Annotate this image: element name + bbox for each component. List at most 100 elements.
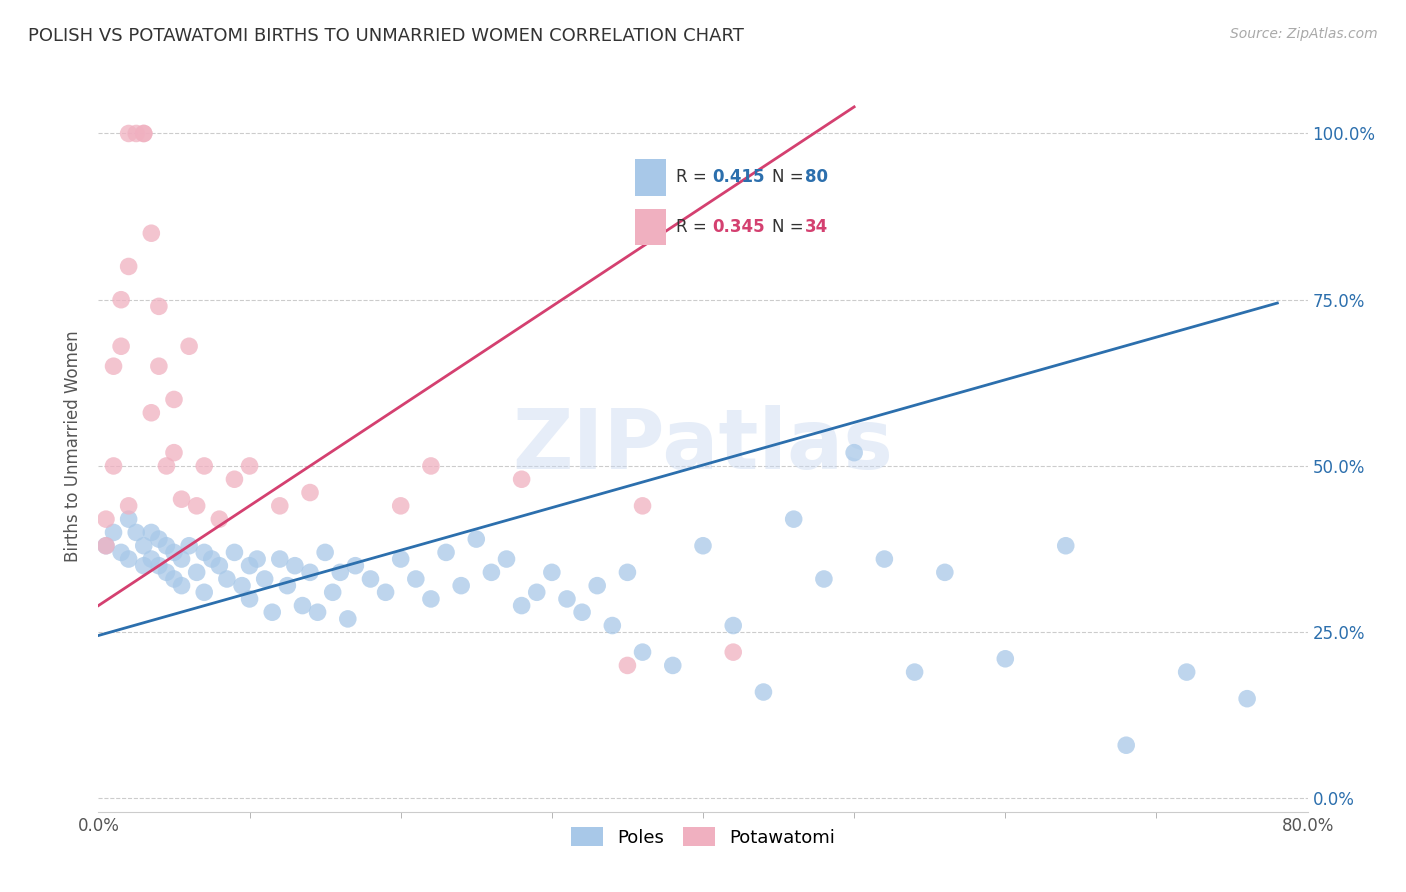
Text: 0.415: 0.415 <box>711 169 765 186</box>
Point <box>1054 539 1077 553</box>
Point <box>118 499 141 513</box>
Text: ZIPatlas: ZIPatlas <box>513 406 893 486</box>
Point <box>141 226 163 240</box>
Point <box>193 545 215 559</box>
Point <box>239 458 262 473</box>
Point <box>934 566 956 580</box>
Point <box>1175 665 1198 679</box>
Point <box>231 579 253 593</box>
Point <box>163 445 186 459</box>
Point <box>118 260 141 274</box>
Point <box>179 339 201 353</box>
Bar <box>636 160 666 195</box>
Point <box>450 579 472 593</box>
Bar <box>636 209 666 245</box>
Point <box>602 618 624 632</box>
Point <box>103 525 125 540</box>
Point <box>170 492 193 507</box>
Point <box>239 558 262 573</box>
Point <box>155 539 177 553</box>
Point <box>329 566 352 580</box>
Point <box>110 545 132 559</box>
Point <box>510 599 533 613</box>
Point <box>284 558 307 573</box>
Point <box>813 572 835 586</box>
Point <box>844 445 866 459</box>
Point <box>163 392 186 407</box>
Point <box>224 472 246 486</box>
Point <box>481 566 503 580</box>
Text: N =: N = <box>772 218 808 235</box>
Point <box>783 512 806 526</box>
Point <box>193 458 215 473</box>
Point <box>571 605 593 619</box>
Point <box>132 558 155 573</box>
Y-axis label: Births to Unmarried Women: Births to Unmarried Women <box>65 330 83 562</box>
Point <box>94 539 117 553</box>
Point <box>631 645 654 659</box>
Point <box>322 585 344 599</box>
Point <box>208 512 231 526</box>
Legend: Poles, Potawatomi: Poles, Potawatomi <box>564 820 842 854</box>
Point <box>125 525 148 540</box>
Point <box>994 652 1017 666</box>
Point <box>360 572 382 586</box>
Text: 0.345: 0.345 <box>711 218 765 235</box>
Point <box>526 585 548 599</box>
Point <box>148 532 170 546</box>
Point <box>540 566 562 580</box>
Point <box>215 572 238 586</box>
Point <box>631 499 654 513</box>
Point <box>420 591 443 606</box>
Point <box>405 572 427 586</box>
Point <box>132 127 155 141</box>
Text: 80: 80 <box>806 169 828 186</box>
Point <box>170 552 193 566</box>
Point <box>94 539 117 553</box>
Point <box>103 359 125 374</box>
Point <box>141 525 163 540</box>
Point <box>103 458 125 473</box>
Point <box>314 545 336 559</box>
Point <box>94 512 117 526</box>
Point <box>299 566 322 580</box>
Point <box>661 658 683 673</box>
Point <box>125 127 148 141</box>
Point <box>616 658 638 673</box>
Point <box>186 566 208 580</box>
Text: Source: ZipAtlas.com: Source: ZipAtlas.com <box>1230 27 1378 41</box>
Point <box>246 552 269 566</box>
Point <box>155 458 177 473</box>
Point <box>904 665 927 679</box>
Point <box>299 485 322 500</box>
Point <box>269 552 291 566</box>
Text: R =: R = <box>676 218 711 235</box>
Point <box>723 618 745 632</box>
Text: R =: R = <box>676 169 711 186</box>
Point <box>118 127 141 141</box>
Point <box>389 499 412 513</box>
Point <box>1236 691 1258 706</box>
Point <box>723 645 745 659</box>
Point <box>118 552 141 566</box>
Point <box>1115 738 1137 752</box>
Point <box>148 299 170 313</box>
Point <box>179 539 201 553</box>
Point <box>616 566 638 580</box>
Text: 34: 34 <box>806 218 828 235</box>
Point <box>141 552 163 566</box>
Point <box>269 499 291 513</box>
Point <box>163 545 186 559</box>
Point <box>344 558 367 573</box>
Point <box>253 572 276 586</box>
Point <box>193 585 215 599</box>
Point <box>208 558 231 573</box>
Point <box>307 605 329 619</box>
Point <box>224 545 246 559</box>
Point <box>465 532 488 546</box>
Point <box>873 552 896 566</box>
Text: N =: N = <box>772 169 808 186</box>
Text: POLISH VS POTAWATOMI BIRTHS TO UNMARRIED WOMEN CORRELATION CHART: POLISH VS POTAWATOMI BIRTHS TO UNMARRIED… <box>28 27 744 45</box>
Point <box>510 472 533 486</box>
Point <box>110 293 132 307</box>
